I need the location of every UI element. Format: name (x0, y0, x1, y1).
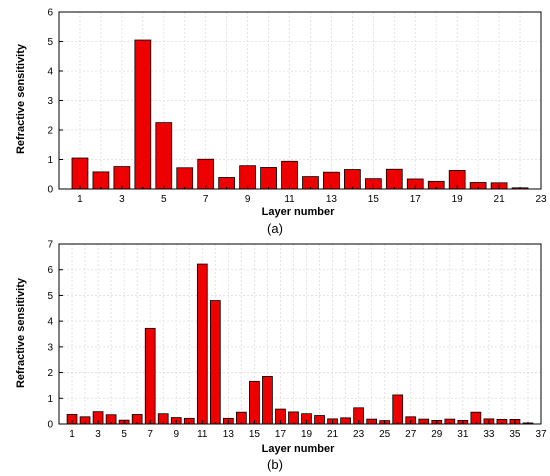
panel-b-bar-layer-7 (144, 327, 156, 425)
panel-a-xtick-label: 5 (161, 194, 167, 205)
panel-b-ytick-label: 0 (47, 420, 53, 431)
panel-a-xtick-label: 19 (452, 194, 464, 205)
panel-a-grid (59, 12, 541, 189)
panel-a-bar-layer-16 (385, 168, 403, 190)
panel-b-ytick-label: 2 (47, 368, 53, 379)
panel-b-xtick-label: 31 (457, 429, 469, 440)
panel-a-xtick-label: 15 (368, 194, 380, 205)
panel-b-xtick-label: 35 (509, 429, 521, 440)
panel-b-ytick-label: 7 (47, 240, 53, 251)
panel-b-bar-layer-16 (262, 376, 273, 425)
panel-b-xtick-label: 27 (405, 429, 417, 440)
panel-a-bar-layer-6 (176, 167, 194, 190)
panel-a-bar-layer-5 (155, 122, 173, 190)
panel-a-ytick-label: 0 (47, 185, 53, 196)
panel-a-ytick-label: 5 (47, 37, 53, 48)
panel-a-xtick-label: 7 (203, 194, 209, 205)
panel-a-bar-layer-1 (71, 157, 89, 190)
panel-a-ylabel: Refractive sensitivity (15, 43, 27, 154)
panel-b-xtick-label: 7 (147, 429, 153, 440)
panel-a-xtick-label: 17 (410, 194, 422, 205)
panel-b-bar-layer-15 (249, 380, 260, 425)
panel-a-ytick-label: 6 (47, 8, 53, 19)
panel-a-bar-layer-2 (92, 171, 110, 190)
panel-a-bar-layer-4 (134, 39, 152, 190)
panel-b-xtick-label: 19 (301, 429, 313, 440)
panel-a-ytick-label: 1 (47, 155, 53, 166)
panel-a-xtick-label: 9 (245, 194, 251, 205)
panel-a-bar-layer-7 (197, 158, 215, 190)
panel-a-chart: Refractive sensitivity Layer number (a) … (15, 8, 547, 237)
panel-a-bar-layer-11 (281, 160, 298, 190)
panel-b-caption: (b) (267, 457, 283, 472)
panel-a-ytick-label: 4 (47, 67, 53, 78)
panel-a-xlabel: Layer number (262, 206, 335, 218)
panel-a-bar-layer-14 (344, 169, 361, 190)
panel-a-xtick-label: 13 (326, 194, 338, 205)
panel-b-xtick-label: 15 (249, 429, 261, 440)
panel-b-chart: Refractive sensitivity Layer number (b) … (15, 240, 547, 473)
panel-b-bar-layer-12 (209, 300, 221, 425)
panel-b-xtick-label: 21 (327, 429, 339, 440)
panel-b-bar-layer-11 (196, 263, 208, 425)
panel-a-xtick-label: 11 (284, 194, 295, 205)
panel-a-caption: (a) (267, 221, 283, 236)
panel-b-ytick-label: 1 (47, 394, 53, 405)
panel-a-ytick-label: 2 (47, 126, 53, 137)
panel-a-bar-layer-10 (260, 167, 277, 190)
panel-b-xtick-label: 13 (223, 429, 235, 440)
panel-b-grid (59, 244, 541, 424)
panel-a-xtick-label: 21 (494, 194, 506, 205)
panel-b-xtick-label: 33 (483, 429, 495, 440)
panel-b-xtick-label: 29 (431, 429, 443, 440)
panel-a-xtick-label: 23 (535, 194, 547, 205)
panel-b-xtick-label: 23 (353, 429, 365, 440)
panel-b-xtick-label: 25 (379, 429, 391, 440)
panel-b-xlabel: Layer number (262, 443, 335, 455)
panel-a-xtick-label: 1 (77, 194, 83, 205)
panel-b-xtick-label: 37 (535, 429, 547, 440)
panel-b-xtick-label: 9 (173, 429, 179, 440)
panel-a-ytick-label: 3 (47, 96, 53, 107)
panel-b-xtick-label: 5 (121, 429, 127, 440)
panel-b-xtick-label: 11 (197, 429, 208, 440)
panel-b-ytick-label: 5 (47, 291, 53, 302)
panel-a-xtick-label: 3 (119, 194, 125, 205)
panel-b-plot-frame (58, 243, 542, 425)
panel-b-ytick-label: 4 (47, 317, 53, 328)
panel-b-xtick-label: 1 (69, 429, 75, 440)
panel-b-bar-layer-26 (392, 394, 404, 425)
panel-b-xtick-label: 3 (95, 429, 101, 440)
panel-b-ylabel: Refractive sensitivity (15, 277, 27, 388)
panel-a-bars (71, 39, 529, 190)
panel-b-xtick-label: 17 (275, 429, 287, 440)
panel-b-ytick-label: 6 (47, 265, 53, 276)
panel-b-ytick-label: 3 (47, 342, 53, 353)
